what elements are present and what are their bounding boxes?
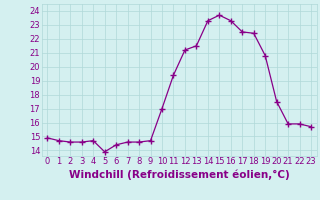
X-axis label: Windchill (Refroidissement éolien,°C): Windchill (Refroidissement éolien,°C) bbox=[69, 169, 290, 180]
